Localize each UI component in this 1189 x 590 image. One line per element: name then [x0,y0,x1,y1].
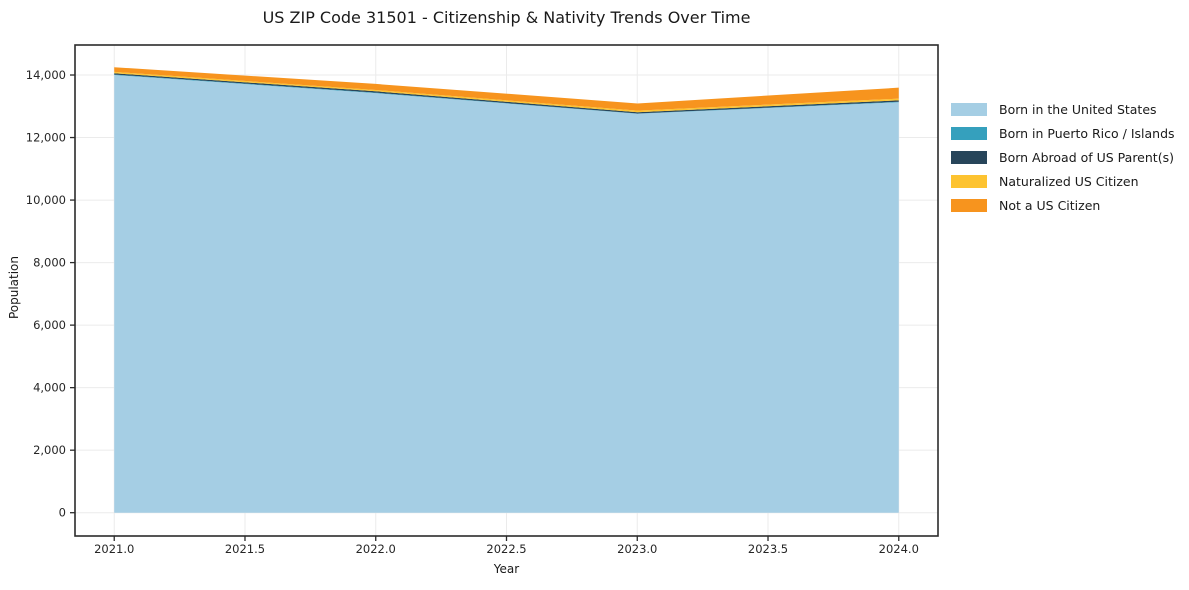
legend-label: Not a US Citizen [999,197,1101,213]
x-axis-label: Year [493,562,520,576]
area-born-in-the-united-states [114,75,899,513]
y-tick-label: 14,000 [26,68,66,82]
y-tick-label: 10,000 [26,193,66,207]
x-tick-label: 2021.5 [225,542,265,556]
y-tick-label: 4,000 [33,381,66,395]
legend-swatch-icon [951,126,987,140]
legend-row: Not a US Citizen [951,197,1175,213]
legend-row: Naturalized US Citizen [951,173,1175,189]
y-tick-label: 6,000 [33,318,66,332]
legend-row: Born in the United States [951,101,1175,117]
x-tick-label: 2021.0 [94,542,134,556]
x-tick-label: 2022.5 [486,542,526,556]
plot-border [74,44,939,537]
legend-label: Born in Puerto Rico / Islands [999,125,1175,141]
area-not-a-us-citizen [114,67,899,111]
y-axis-label: Population [7,256,21,320]
legend-swatch-icon [951,102,987,116]
y-tick-label: 2,000 [33,443,66,457]
legend-row: Born in Puerto Rico / Islands [951,125,1175,141]
x-tick-label: 2023.0 [617,542,657,556]
legend: Born in the United States Born in Puerto… [951,101,1175,213]
chart-title: US ZIP Code 31501 - Citizenship & Nativi… [262,8,751,27]
y-tick-label: 8,000 [33,256,66,270]
legend-swatch-icon [951,174,987,188]
x-tick-label: 2023.5 [748,542,788,556]
y-tick-label: 0 [59,506,66,520]
legend-label: Naturalized US Citizen [999,173,1139,189]
x-tick-label: 2022.0 [356,542,396,556]
legend-label: Born Abroad of US Parent(s) [999,149,1174,165]
legend-swatch-icon [951,150,987,164]
legend-swatch-icon [951,198,987,212]
legend-label: Born in the United States [999,101,1157,117]
legend-row: Born Abroad of US Parent(s) [951,149,1175,165]
y-tick-label: 12,000 [26,131,66,145]
x-tick-label: 2024.0 [879,542,919,556]
